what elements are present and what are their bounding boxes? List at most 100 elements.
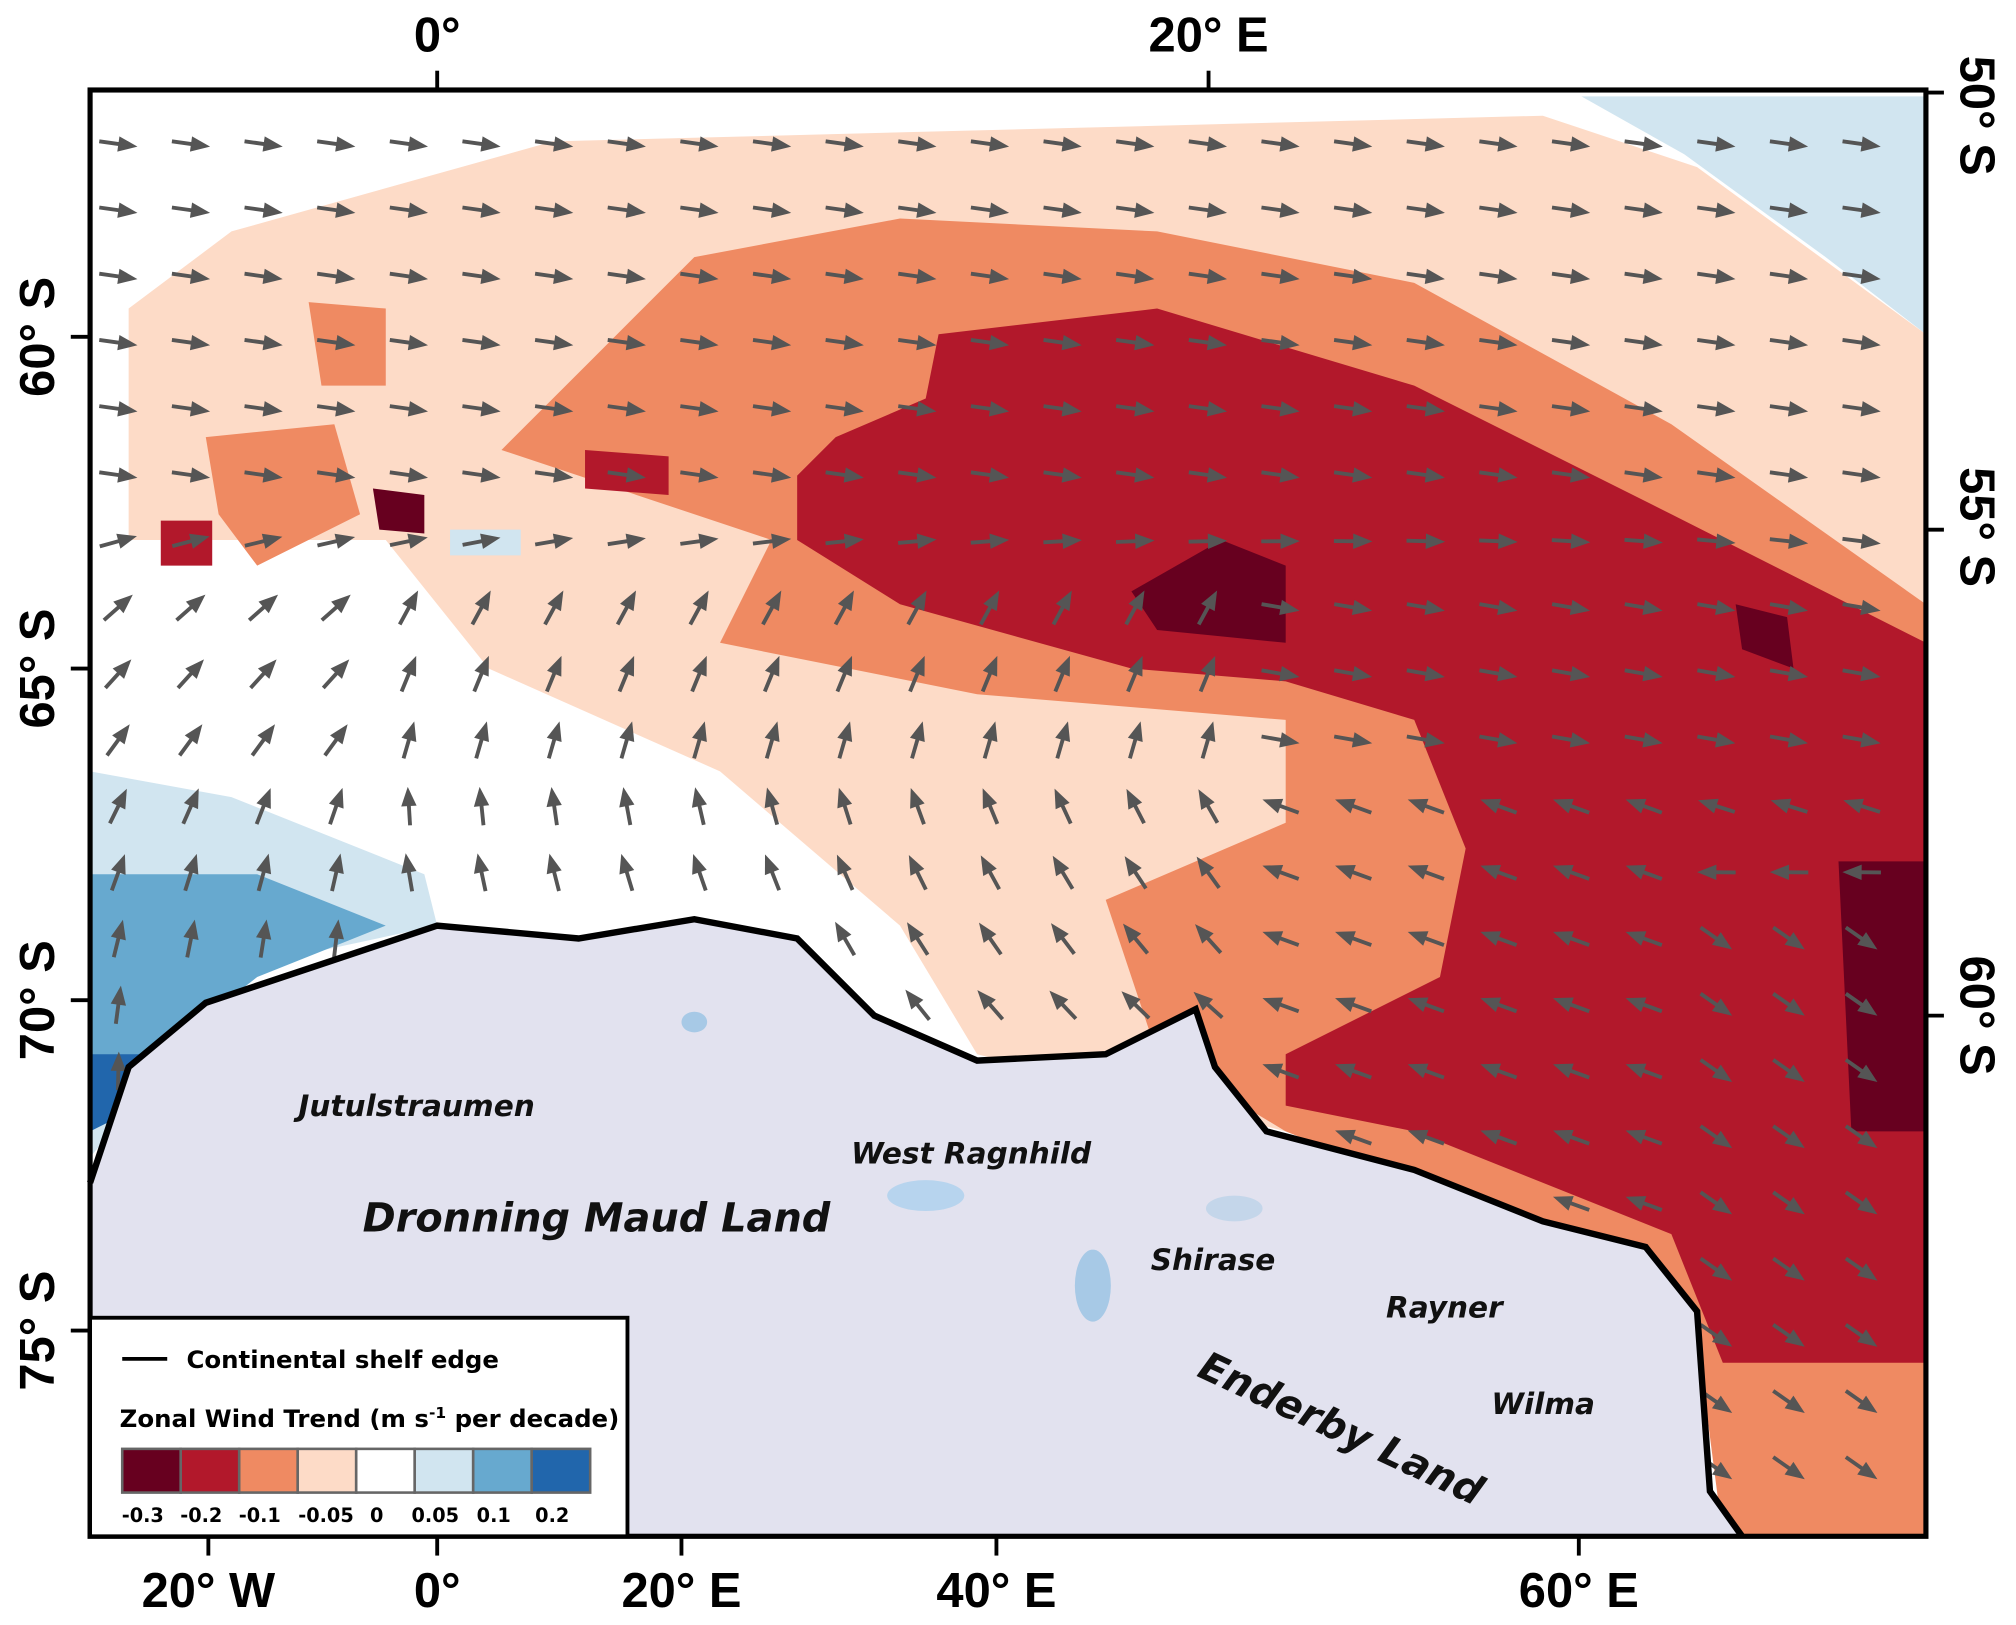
wind-arrow-head (1335, 865, 1356, 880)
wind-arrow-head (1353, 533, 1373, 549)
wind-arrow-head (988, 136, 1010, 152)
wind-arrow-head (980, 855, 997, 876)
wind-arrow-head (1497, 467, 1518, 483)
wind-arrow-head (1552, 997, 1574, 1012)
wind-arrow-head (1643, 533, 1663, 549)
wind-arrow-head (1552, 931, 1574, 946)
wind-arrow-head (1052, 855, 1070, 877)
wind-arrow-head (978, 922, 997, 943)
wind-arrow-head (1126, 788, 1143, 810)
wind-arrow-head (262, 334, 283, 351)
wind-arrow-head (843, 467, 864, 483)
wind-arrow-head (552, 533, 574, 549)
wind-arrow-head (189, 136, 211, 152)
wind-arrow-head (1857, 1197, 1878, 1215)
wind-arrow-head (1424, 268, 1445, 285)
wind-arrow-head (480, 136, 501, 152)
wind-arrow-head (1642, 268, 1663, 285)
wind-arrow-head (1206, 467, 1228, 483)
wind-arrow-head (1857, 1329, 1878, 1347)
wind-arrow-head (256, 853, 272, 875)
wind-arrow-head (1127, 721, 1143, 743)
wind-arrow-head (982, 721, 998, 743)
wind-arrow-head (1279, 401, 1300, 417)
wind-arrow-head (553, 268, 574, 285)
wind-arrow-head (1124, 856, 1142, 877)
wind-arrow-head (1552, 1063, 1574, 1079)
wind-arrow-head (546, 721, 562, 743)
wind-arrow-head (110, 1051, 127, 1072)
wind-arrow-head (480, 268, 501, 285)
wind-arrow-head (112, 724, 130, 745)
wind-arrow-head (1497, 599, 1518, 616)
wind-arrow-head (407, 533, 428, 549)
wind-arrow-head (1860, 533, 1881, 549)
wind-arrow-head (982, 788, 998, 810)
wind-arrow-head (407, 202, 429, 218)
wind-arrow-head (837, 590, 854, 612)
wind-arrow-head (1351, 666, 1373, 682)
wind-arrow-head (1279, 136, 1300, 152)
wind-arrow-head (771, 268, 792, 285)
wind-arrow-head (1352, 268, 1373, 285)
wind-arrow-head (764, 655, 780, 677)
wind-arrow-head (988, 467, 1010, 483)
wind-arrow-head (547, 590, 564, 612)
wind-arrow-head (328, 919, 344, 940)
wind-arrow-head (335, 334, 356, 351)
wind-arrow-head (1570, 268, 1591, 285)
wind-arrow-head (1642, 666, 1663, 682)
wind-arrow-head (1857, 1130, 1878, 1149)
wind-arrow-head (691, 787, 707, 808)
wind-arrow-head (117, 334, 138, 351)
wind-arrow-head (698, 136, 719, 152)
wind-arrow-head (1352, 401, 1373, 417)
wind-arrow-head (916, 401, 937, 417)
wind-arrow-head (1715, 268, 1736, 285)
legend-swatch (413, 1447, 475, 1494)
wind-arrow-head (185, 659, 204, 679)
wind-arrow-head (916, 533, 937, 549)
wind-arrow-head (619, 787, 635, 808)
wind-arrow-head (1280, 533, 1300, 549)
wind-arrow-head (1843, 798, 1864, 814)
wind-arrow-head (916, 136, 937, 152)
wind-arrow-head (1860, 136, 1881, 152)
wind-arrow-head (334, 533, 356, 549)
wind-arrow-head (113, 594, 133, 614)
wind-arrow-head (1711, 1263, 1733, 1281)
wind-arrow-head (843, 401, 864, 417)
wind-arrow-head (1424, 202, 1445, 218)
wind-arrow-head (698, 467, 719, 483)
wind-arrow-head (1480, 1129, 1502, 1145)
legend-swatch (471, 1447, 533, 1494)
wind-arrow-head (1424, 334, 1445, 351)
wind-arrow-head (401, 786, 417, 807)
wind-arrow-head (1857, 1461, 1878, 1480)
wind-arrow-head (257, 659, 277, 679)
wind-arrow-head (1279, 732, 1300, 748)
wind-arrow-head (1642, 732, 1663, 748)
left-axis-label: 65° S (11, 609, 65, 729)
wind-arrow-head (1784, 932, 1805, 950)
wind-arrow-head (1625, 865, 1647, 880)
wind-arrow-head (1061, 136, 1082, 152)
left-axis-label: 70° S (11, 940, 65, 1060)
wind-arrow-head (117, 202, 138, 218)
wind-arrow-head (1711, 1461, 1733, 1480)
legend-bin-label: -0.1 (239, 1504, 281, 1527)
bottom-axis-label: 0° (414, 1564, 461, 1618)
wind-arrow-head (262, 202, 283, 218)
wind-arrow-head (189, 533, 210, 549)
wind-arrow-head (1642, 202, 1663, 218)
wind-arrow-head (625, 401, 646, 417)
wind-arrow-head (843, 533, 864, 549)
wind-arrow-head (908, 854, 925, 876)
wind-arrow-head (1352, 202, 1373, 218)
wind-arrow-head (331, 594, 351, 614)
legend-swatch (120, 1447, 183, 1494)
wind-arrow-head (843, 334, 864, 351)
wind-arrow-head (335, 467, 356, 483)
wind-arrow-head (1351, 599, 1373, 616)
wind-arrow-head (1407, 1063, 1429, 1079)
